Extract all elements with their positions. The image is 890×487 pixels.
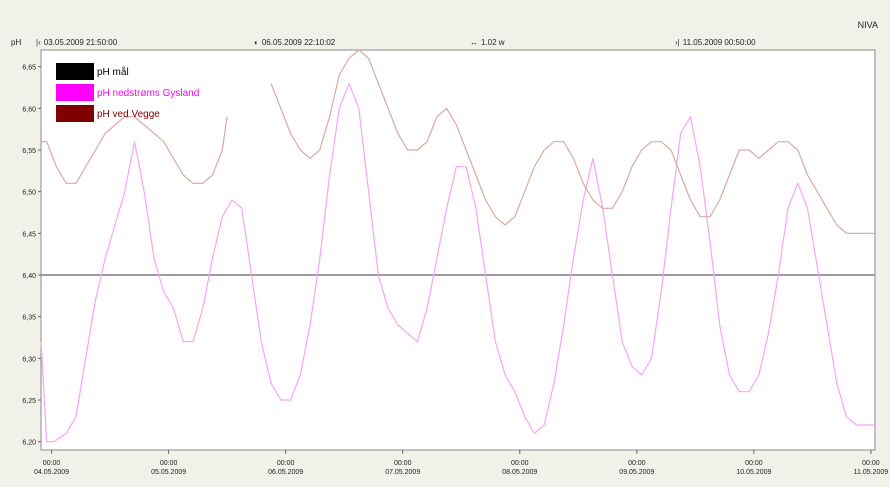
brand-label: NIVA <box>857 20 878 30</box>
end-marker-icon: ›| <box>675 38 680 47</box>
start-time-value: 03.05.2009 21:50:00 <box>43 38 118 47</box>
y-tick-label: 6,20 <box>22 440 36 447</box>
start-time-control[interactable]: |‹ 03.05.2009 21:50:00 <box>36 38 117 47</box>
start-marker-icon: |‹ <box>36 38 41 47</box>
x-tick-date: 05.05.2009 <box>151 469 186 476</box>
y-tick-label: 6,25 <box>22 398 36 405</box>
x-tick-time: 00:00 <box>160 460 178 467</box>
x-tick-time: 00:00 <box>277 460 295 467</box>
cursor-marker-icon: ◐ <box>254 38 259 47</box>
span-value: 1.02 w <box>481 38 505 47</box>
x-tick-date: 04.05.2009 <box>34 469 69 476</box>
y-tick-label: 6,60 <box>22 106 36 113</box>
x-tick-time: 00:00 <box>628 460 646 467</box>
legend-swatch <box>56 63 94 80</box>
y-tick-label: 6,30 <box>22 356 36 363</box>
legend: pH mål pH nedstrøms Gysland pH ved Vegge <box>56 63 199 122</box>
y-axis: 6,65 6,60 6,55 6,50 6,45 6,40 6,35 6,30 6,25 6,20 <box>22 65 41 447</box>
span-control[interactable]: ↔ 1.02 w <box>470 38 505 47</box>
y-tick-label: 6,50 <box>22 190 36 197</box>
span-arrows-icon: ↔ <box>470 38 478 47</box>
vegge-line <box>41 49 875 234</box>
legend-label: pH nedstrøms Gysland <box>97 88 199 99</box>
y-tick-label: 6,40 <box>22 273 36 280</box>
y-tick-label: 6,35 <box>22 315 36 322</box>
x-tick-date: 06.05.2009 <box>268 469 303 476</box>
legend-label: pH ved Vegge <box>97 109 160 120</box>
y-tick-label: 6,45 <box>22 231 36 238</box>
x-tick-time: 00:00 <box>43 460 61 467</box>
cursor-time-control[interactable]: ◐ 06.05.2009 22:10:02 <box>254 38 335 47</box>
cursor-time-value: 06.05.2009 22:10:02 <box>261 38 336 47</box>
end-time-value: 11.05.2009 00:50:00 <box>682 38 756 47</box>
x-tick-date: 09.05.2009 <box>619 469 654 476</box>
plot-area <box>40 49 876 451</box>
end-time-control[interactable]: ›| 11.05.2009 00:50:00 <box>675 38 756 47</box>
x-tick-time: 00:00 <box>394 460 412 467</box>
x-tick-time: 00:00 <box>745 460 763 467</box>
unit-label: pH <box>11 38 22 47</box>
y-tick-label: 6,55 <box>22 148 36 155</box>
x-tick-date: 08.05.2009 <box>502 469 537 476</box>
x-tick-date: 10.05.2009 <box>736 469 771 476</box>
x-tick-time: 00:00 <box>862 460 880 467</box>
x-axis: 00:00 04.05.2009 00:00 05.05.2009 00:00 06.05… <box>34 450 888 476</box>
x-tick-time: 00:00 <box>511 460 529 467</box>
chart-toolbar: NIVA pH |‹ 03.05.2009 21:50:00 ◐ 06.05.200… <box>0 0 890 50</box>
x-tick-date: 11.05.2009 <box>854 469 889 476</box>
y-tick-label: 6,65 <box>22 65 36 72</box>
legend-swatch <box>56 84 94 101</box>
legend-label: pH mål <box>97 66 129 78</box>
x-tick-date: 07.05.2009 <box>385 469 420 476</box>
gysland-line <box>40 82 875 443</box>
legend-swatch <box>56 105 94 122</box>
series-layer <box>40 49 875 443</box>
